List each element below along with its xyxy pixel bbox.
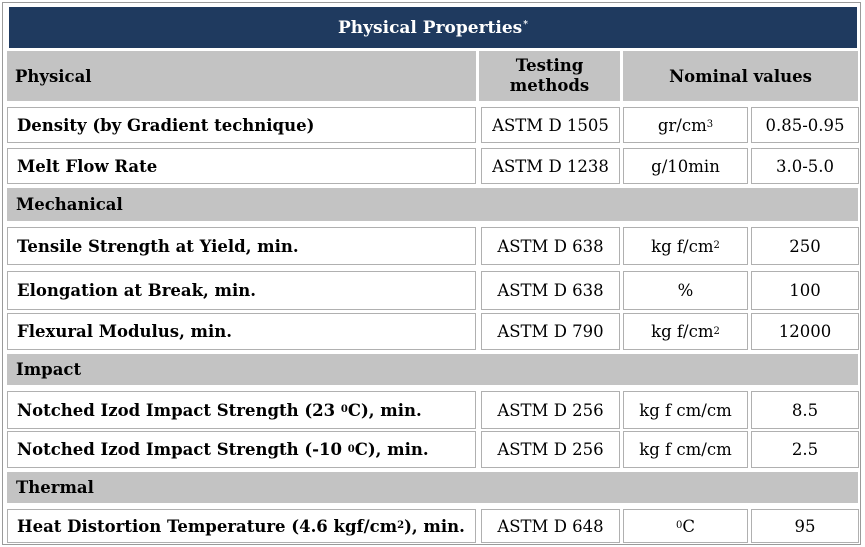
row-elongation-value: 100 (751, 271, 859, 310)
row-izod-minus10-unit: kg f cm/cm (623, 431, 748, 468)
row-elongation-label: Elongation at Break, min. (7, 271, 476, 310)
table-title: Physical Properties * (9, 7, 857, 48)
header-testing-line1: Testing (515, 56, 584, 75)
row-mfr-value: 3.0-5.0 (751, 148, 859, 184)
section-thermal: Thermal (7, 472, 858, 503)
row-mfr-label: Melt Flow Rate (7, 148, 476, 184)
row-izod-23-unit: kg f cm/cm (623, 391, 748, 429)
row-density-unit: gr/cm 3 (623, 107, 748, 143)
row-flexural-method: ASTM D 790 (481, 313, 620, 350)
row-hdt-value: 95 (751, 509, 859, 543)
row-izod-23-value: 8.5 (751, 391, 859, 429)
row-hdt-label: Heat Distortion Temperature (4.6 kgf/cm 2… (7, 509, 476, 543)
row-izod-23-method: ASTM D 256 (481, 391, 620, 429)
row-mfr-unit: g/10min (623, 148, 748, 184)
row-flexural-value: 12000 (751, 313, 859, 350)
row-elongation-method: ASTM D 638 (481, 271, 620, 310)
row-hdt-method: ASTM D 648 (481, 509, 620, 543)
row-izod-minus10-value: 2.5 (751, 431, 859, 468)
header-testing-line2: methods (509, 76, 590, 95)
row-izod-minus10-method: ASTM D 256 (481, 431, 620, 468)
row-flexural-unit: kg f/cm 2 (623, 313, 748, 350)
row-izod-minus10-label: Notched Izod Impact Strength (-10 0 C), m… (7, 431, 476, 468)
row-tensile-unit: kg f/cm 2 (623, 227, 748, 265)
row-density-method: ASTM D 1505 (481, 107, 620, 143)
row-elongation-unit: % (623, 271, 748, 310)
row-izod-23-label: Notched Izod Impact Strength (23 0 C), mi… (7, 391, 476, 429)
row-density-value: 0.85-0.95 (751, 107, 859, 143)
row-tensile-value: 250 (751, 227, 859, 265)
header-nominal-values: Nominal values (623, 51, 858, 101)
row-mfr-method: ASTM D 1238 (481, 148, 620, 184)
section-impact: Impact (7, 354, 858, 385)
row-tensile-method: ASTM D 638 (481, 227, 620, 265)
header-testing-methods: Testing methods (479, 51, 620, 101)
row-density-label: Density (by Gradient technique) (7, 107, 476, 143)
section-mechanical: Mechanical (7, 188, 858, 221)
row-tensile-label: Tensile Strength at Yield, min. (7, 227, 476, 265)
row-flexural-label: Flexural Modulus, min. (7, 313, 476, 350)
title-text: Physical Properties (338, 17, 523, 38)
header-physical: Physical (7, 51, 476, 101)
